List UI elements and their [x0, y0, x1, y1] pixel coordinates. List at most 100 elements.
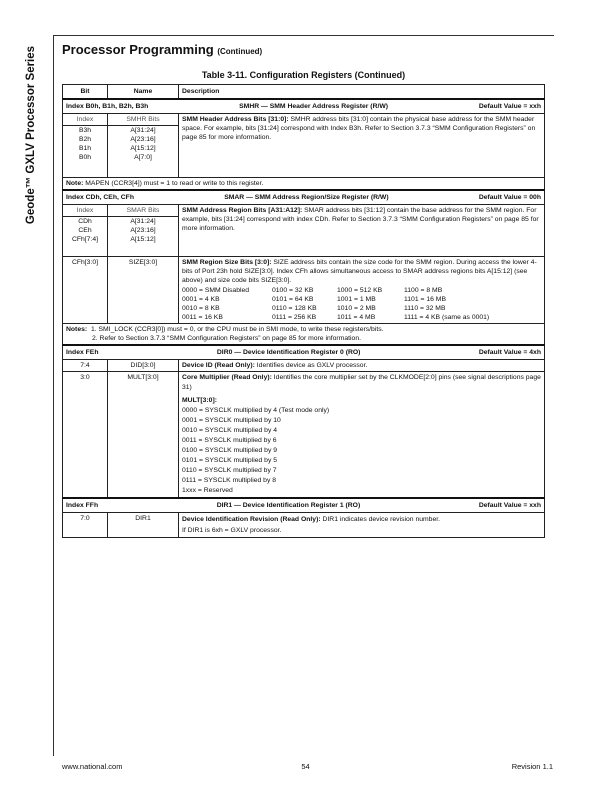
col-label: SMHR Bits	[108, 114, 178, 126]
note-1: 1. SMI_LOCK (CCR3[0]) must = 0, or the C…	[90, 326, 384, 333]
size-code: 1000 = 512 KB	[337, 287, 383, 294]
mult-code: 0001 = SYSCLK multiplied by 10	[182, 417, 281, 424]
size-code: 0111 = 256 KB	[272, 314, 317, 321]
note-text: MAPEN (CCR3[4]) must = 1 to read or writ…	[83, 180, 264, 187]
bits-value: A[23:16]	[130, 227, 156, 234]
desc-text: DIR1 indicates device revision number.	[320, 516, 441, 523]
section-dir0: Index FEh DIR0 — Device Identification Re…	[62, 344, 545, 360]
table-row: Index B3h B2h B1h B0h SMHR Bits A[31:24] A[23:…	[62, 113, 545, 178]
size-code: 0100 = 32 KB	[272, 287, 314, 294]
desc-text-2: If DIR1 is 6xh = GXLV processor.	[182, 527, 282, 534]
size-codes: 0000 = SMM Disabled 0100 = 32 KB 1000 = 51…	[182, 286, 541, 322]
page-title: Processor Programming (Continued)	[62, 42, 262, 57]
header-row: Bit Name Description	[62, 84, 545, 100]
index-value: CEh	[78, 227, 92, 234]
size-code: 0010 = 8 KB	[182, 305, 220, 312]
name-cell: MULT[3:0]	[107, 371, 179, 499]
table-row: 3:0 MULT[3:0] Core Multiplier (Read Only):…	[62, 371, 545, 499]
section-index: Index FFh	[66, 502, 99, 509]
header-bit: Bit	[62, 84, 108, 100]
section-smar: Index CDh, CEh, CFh SMAR — SMM Address Re…	[62, 189, 545, 205]
index-value: B0h	[78, 154, 92, 161]
size-code: 1110 = 32 MB	[404, 305, 446, 312]
section-default: Default Value = xxh	[478, 103, 541, 110]
bits-value: A[23:16]	[130, 136, 156, 143]
bits-value: A[7:0]	[134, 154, 152, 161]
header-name: Name	[107, 84, 179, 100]
desc-bold: SMM Address Region Bits [A31:A12]:	[182, 207, 303, 214]
mult-code: 0010 = SYSCLK multiplied by 4	[182, 427, 278, 434]
mult-code: 0100 = SYSCLK multiplied by 9	[182, 447, 278, 454]
note-2: 2. Refer to Section 3.7.3 “SMM Configura…	[92, 335, 361, 342]
col-label: SMAR Bits	[108, 205, 178, 217]
section-title: DIR1 — Device Identification Register 1 …	[216, 502, 361, 509]
size-code: 0011 = 16 KB	[182, 314, 223, 321]
section-default: Default Value = xxh	[478, 502, 541, 509]
index-value: CFh[7:4]	[71, 236, 99, 243]
name-cell: DIR1	[107, 512, 179, 538]
description: Device Identification Revision (Read Onl…	[178, 512, 545, 538]
description: SMM Header Address Bits [31:0]: SMHR add…	[178, 113, 545, 178]
mult-code: 0101 = SYSCLK multiplied by 5	[182, 457, 278, 464]
desc-text: SMAR address bits [31:12] contain the ba…	[182, 207, 539, 232]
bit-cell: CFh[3:0]	[62, 256, 108, 324]
section-index: Index FEh	[66, 349, 99, 356]
description: Device ID (Read Only): Identifies device…	[178, 359, 545, 372]
bits-value: A[15:12]	[130, 236, 156, 243]
bits-value: A[31:24]	[130, 218, 156, 225]
section-index: Index B0h, B1h, B2h, B3h	[66, 103, 149, 110]
config-registers-table: Bit Name Description Index B0h, B1h, B2h, …	[62, 84, 545, 538]
title-text: Processor Programming	[62, 42, 214, 57]
footer-revision: Revision 1.1	[511, 762, 553, 771]
name-cell: SIZE[3:0]	[107, 256, 179, 324]
title-suffix: (Continued)	[217, 47, 263, 56]
section-dir1: Index FFh DIR1 — Device Identification Re…	[62, 497, 545, 513]
section-default: Default Value = 00h	[478, 194, 541, 201]
index-list: B3h B2h B1h B0h	[63, 126, 107, 162]
size-code: 1011 = 4 MB	[337, 314, 376, 321]
header-desc: Description	[178, 84, 545, 100]
bit-cell: 7:0	[62, 512, 108, 538]
section-title: SMHR — SMM Header Address Register (R/W)	[239, 103, 389, 110]
bits-value: A[31:24]	[130, 127, 156, 134]
mult-code: 0011 = SYSCLK multiplied by 6	[182, 437, 277, 444]
notes-label: Notes:	[66, 326, 88, 333]
bit-cell: 7:4	[62, 359, 108, 372]
section-index: Index CDh, CEh, CFh	[66, 194, 134, 201]
size-code: 0001 = 4 KB	[182, 296, 220, 303]
size-code: 0110 = 128 KB	[272, 305, 317, 312]
name-cell: DID[3:0]	[107, 359, 179, 372]
desc-bold: SMM Region Size Bits [3:0]:	[182, 259, 272, 266]
mult-code: 0111 = SYSCLK multiplied by 8	[182, 477, 277, 484]
index-value: CDh	[78, 218, 92, 225]
size-code: 0000 = SMM Disabled	[182, 287, 250, 294]
mult-code: 1xxx = Reserved	[182, 487, 233, 494]
desc-bold: SMM Header Address Bits [31:0]:	[182, 116, 289, 123]
section-title: DIR0 — Device Identification Register 0 …	[216, 349, 361, 356]
notes-row: Notes: 1. SMI_LOCK (CCR3[0]) must = 0, o…	[62, 323, 545, 346]
bits-value: A[15:12]	[130, 145, 156, 152]
desc-bold: Core Multiplier (Read Only):	[182, 374, 272, 381]
footer-url: www.national.com	[62, 762, 123, 771]
table-row: CFh[3:0] SIZE[3:0] SMM Region Size Bits […	[62, 256, 545, 324]
size-code: 1111 = 4 KB (same as 0001)	[404, 314, 490, 321]
size-code: 1100 = 8 MB	[404, 287, 443, 294]
col-label: Index	[63, 114, 107, 126]
desc-bold: Device ID (Read Only):	[182, 362, 255, 369]
size-code: 0101 = 64 KB	[272, 296, 314, 303]
section-title: SMAR — SMM Address Region/Size Register …	[224, 194, 389, 201]
desc-text: Identifies device as GXLV processor.	[254, 362, 368, 369]
page-frame	[53, 35, 554, 756]
index-value: B2h	[78, 136, 92, 143]
section-default: Default Value = 4xh	[478, 349, 541, 356]
size-code: 1010 = 2 MB	[337, 305, 376, 312]
description: SMM Region Size Bits [3:0]: SIZE address…	[178, 256, 545, 324]
table-row: 7:0 DIR1 Device Identification Revision (R…	[62, 512, 545, 538]
mult-label: MULT[3:0]:	[182, 397, 217, 404]
table-row: Index CDh CEh CFh[7:4] SMAR Bits A[31:24] A[2…	[62, 204, 545, 257]
section-smhr: Index B0h, B1h, B2h, B3h SMHR — SMM Heade…	[62, 98, 545, 114]
table-row: 7:4 DID[3:0] Device ID (Read Only): Identi…	[62, 359, 545, 372]
desc-bold: Device Identification Revision (Read Onl…	[182, 516, 321, 523]
page-number: 54	[301, 762, 310, 771]
mult-list: 0000 = SYSCLK multiplied by 4 (Test mode…	[182, 406, 541, 496]
